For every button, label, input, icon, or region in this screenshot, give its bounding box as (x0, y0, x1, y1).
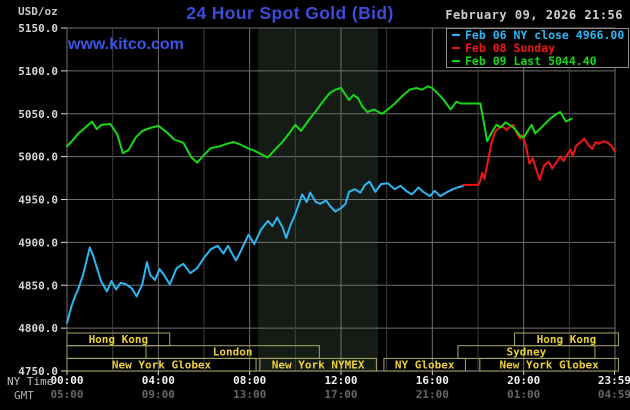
y-axis-label: 4800.0 (18, 322, 58, 335)
legend-label: Feb 08 Sunday (465, 40, 556, 55)
x-axis-caption-ny-time: NY Time (7, 375, 54, 388)
y-axis-unit-label: USD/oz (18, 5, 58, 18)
legend-label: Feb 06 NY close 4966.00 (465, 28, 625, 43)
y-axis-label: 5100.0 (18, 65, 58, 78)
session-label: NY Globex (395, 358, 455, 371)
x-axis-label-gmt: 21:00 (416, 388, 449, 401)
chart-datetime: February 09, 2026 21:56 (445, 8, 623, 22)
legend-label: Feb 09 Last 5044.40 (465, 53, 597, 68)
y-axis-label: 5050.0 (18, 108, 58, 121)
legend-item-feb09: Feb 09 Last 5044.40 (452, 55, 628, 67)
x-axis-label-gmt: 01:00 (507, 388, 540, 401)
chart-legend: Feb 06 NY close 4966.00 Feb 08 Sunday Fe… (446, 28, 629, 68)
session-label: Hong Kong (89, 333, 149, 346)
x-axis-label-ny: 00:00 (50, 374, 83, 387)
session-box (259, 357, 377, 372)
y-axis-label: 4750.0 (18, 365, 58, 378)
x-axis-label-ny: 04:00 (142, 374, 175, 387)
legend-item-feb06: Feb 06 NY close 4966.00 (452, 29, 628, 41)
session-label: New York Globex (499, 358, 599, 371)
kitco-watermark-link[interactable]: www.kitco.com (68, 36, 184, 53)
session-label: London (213, 346, 253, 359)
x-axis-label-ny: 16:00 (416, 374, 449, 387)
legend-dash-icon (452, 34, 460, 37)
session-label: New York Globex (112, 358, 212, 371)
x-axis-label-ny: 08:00 (233, 374, 266, 387)
chart-title: 24 Hour Spot Gold (Bid) (186, 3, 394, 23)
x-axis-label-ny: 20:00 (507, 374, 540, 387)
x-axis-label-gmt: 13:00 (233, 388, 266, 401)
session-box (383, 357, 466, 372)
legend-dash-icon (452, 59, 460, 62)
legend-dash-icon (452, 46, 460, 49)
session-box (479, 357, 619, 372)
session-box (66, 345, 147, 359)
x-axis-label-gmt: 17:00 (324, 388, 357, 401)
x-axis-label-gmt: 04:59 (598, 388, 630, 401)
price-series-feb-09 (66, 85, 573, 164)
session-label: New York NYMEX (272, 358, 365, 371)
legend-item-feb08: Feb 08 Sunday (452, 42, 628, 54)
x-axis-label-gmt: 05:00 (50, 388, 83, 401)
y-axis-label: 4950.0 (18, 194, 58, 207)
session-box (66, 357, 257, 372)
price-series-feb-08 (462, 123, 616, 186)
x-axis-label-ny: 12:00 (324, 374, 357, 387)
y-axis-label: 5000.0 (18, 151, 58, 164)
x-axis-label-ny: 23:59 (598, 374, 630, 387)
session-label: Sydney (507, 346, 547, 359)
y-axis-label: 4850.0 (18, 279, 58, 292)
x-axis-label-gmt: 09:00 (142, 388, 175, 401)
price-series-feb-06 (66, 180, 465, 324)
session-label: Hong Kong (537, 333, 597, 346)
y-axis-label: 5150.0 (18, 22, 58, 35)
y-axis-label: 4900.0 (18, 236, 58, 249)
x-axis-caption-gmt: GMT (14, 389, 34, 402)
